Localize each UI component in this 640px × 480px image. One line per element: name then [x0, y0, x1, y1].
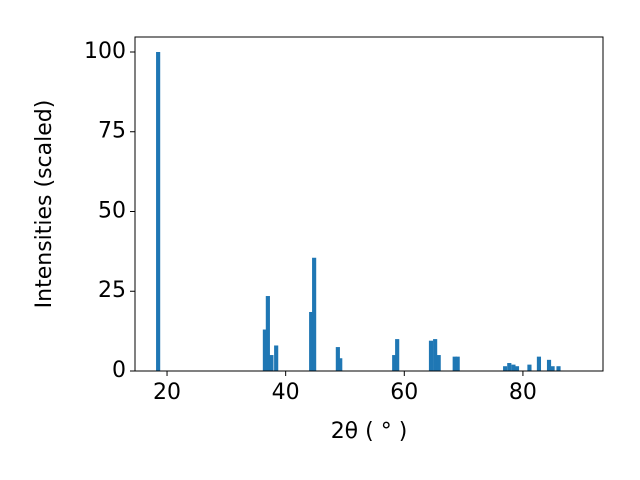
- bar: [312, 257, 317, 371]
- x-tick-label: 40: [272, 380, 300, 405]
- y-tick-label: 100: [84, 39, 126, 64]
- bar: [455, 356, 460, 371]
- bar: [514, 366, 520, 371]
- y-tick-label: 25: [98, 278, 126, 303]
- y-tick-label: 75: [98, 119, 126, 144]
- y-tick-label: 0: [112, 358, 126, 383]
- bar: [536, 356, 542, 371]
- bar: [428, 340, 434, 371]
- bar: [556, 366, 561, 371]
- bar: [262, 329, 267, 371]
- bar: [433, 339, 438, 371]
- bar: [274, 345, 279, 371]
- y-axis-label: Intensities (scaled): [32, 100, 57, 309]
- bar: [392, 355, 397, 371]
- y-tick-label: 50: [98, 198, 126, 223]
- x-tick-label: 60: [390, 380, 418, 405]
- plot-frame: [134, 36, 604, 372]
- bar: [395, 339, 400, 371]
- x-tick-label: 80: [509, 380, 537, 405]
- bar: [527, 364, 532, 371]
- bar: [156, 51, 161, 371]
- bar: [309, 311, 314, 371]
- bar: [546, 359, 552, 371]
- bar: [507, 363, 512, 371]
- bar: [550, 366, 555, 371]
- bar: [503, 366, 508, 371]
- x-axis-label: 2θ ( ° ): [331, 419, 408, 444]
- bar: [338, 358, 343, 371]
- bar: [269, 355, 274, 371]
- bar: [335, 347, 340, 371]
- x-tick-label: 20: [153, 380, 181, 405]
- bar: [511, 364, 516, 371]
- bar: [265, 296, 270, 371]
- bar: [436, 355, 441, 371]
- bar: [452, 356, 457, 371]
